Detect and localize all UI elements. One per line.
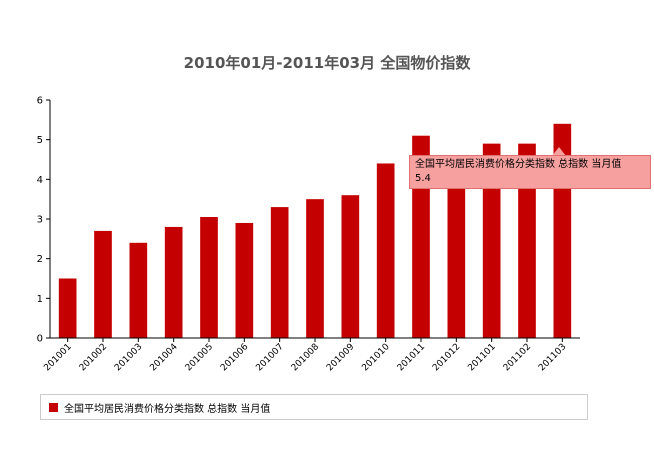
x-tick-label: 201001 bbox=[42, 342, 73, 373]
bars bbox=[58, 123, 572, 339]
x-tick-label: 201006 bbox=[219, 342, 251, 374]
legend-label[interactable]: 全国平均居民消费价格分类指数 总指数 当月值 bbox=[64, 403, 271, 415]
y-tick-label: 5 bbox=[37, 135, 43, 146]
bar-201012[interactable] bbox=[447, 155, 466, 338]
tooltip-series-label: 全国平均居民消费价格分类指数 总指数 当月值 bbox=[415, 159, 622, 170]
bar-201004[interactable] bbox=[164, 226, 183, 338]
y-tick-label: 0 bbox=[37, 334, 43, 345]
bar-201008[interactable] bbox=[306, 199, 324, 338]
x-tick-label: 201103 bbox=[537, 342, 568, 373]
bar-201003[interactable] bbox=[129, 242, 148, 338]
y-axis: 0 1 2 3 4 5 6 bbox=[37, 96, 51, 345]
bar-201101[interactable] bbox=[482, 143, 501, 338]
x-tick-label: 201101 bbox=[466, 342, 497, 373]
y-tick-label: 6 bbox=[37, 96, 43, 107]
x-tick-label: 201012 bbox=[431, 342, 462, 373]
bar-201010[interactable] bbox=[376, 163, 395, 338]
legend-swatch bbox=[49, 402, 58, 412]
x-tick-label: 201004 bbox=[148, 342, 180, 374]
x-tick-label: 201005 bbox=[184, 342, 215, 373]
x-tick-label: 201102 bbox=[502, 342, 533, 373]
chart-title: 2010年01月-2011年03月 全国物价指数 bbox=[183, 54, 471, 72]
x-tick-label: 201009 bbox=[325, 342, 357, 374]
bar-201007[interactable] bbox=[270, 207, 289, 338]
x-axis: 201001 201002 201003 201004 201005 201006 2010… bbox=[42, 337, 580, 374]
tooltip: 全国平均居民消费价格分类指数 总指数 当月值 5.4 bbox=[409, 155, 651, 189]
bar-201009[interactable] bbox=[341, 195, 360, 338]
y-tick-label: 3 bbox=[37, 215, 43, 226]
bar-201005[interactable] bbox=[200, 217, 218, 338]
y-tick-label: 2 bbox=[37, 254, 43, 265]
x-tick-label: 201008 bbox=[290, 342, 322, 374]
bar-201001[interactable] bbox=[58, 278, 77, 339]
legend: 全国平均居民消费价格分类指数 总指数 当月值 bbox=[40, 394, 588, 420]
tooltip-arrow bbox=[552, 147, 566, 156]
x-tick-label: 201011 bbox=[396, 342, 427, 373]
tooltip-value: 5.4 bbox=[415, 173, 431, 184]
bar-201102[interactable] bbox=[518, 143, 536, 338]
x-tick-label: 201007 bbox=[254, 342, 285, 373]
bar-201002[interactable] bbox=[94, 230, 112, 338]
x-tick-label: 201010 bbox=[360, 342, 392, 374]
x-tick-label: 201003 bbox=[113, 342, 144, 373]
y-tick-label: 1 bbox=[37, 294, 43, 305]
y-tick-label: 4 bbox=[37, 175, 43, 186]
x-tick-label: 201002 bbox=[78, 342, 109, 373]
bar-201006[interactable] bbox=[235, 222, 254, 338]
